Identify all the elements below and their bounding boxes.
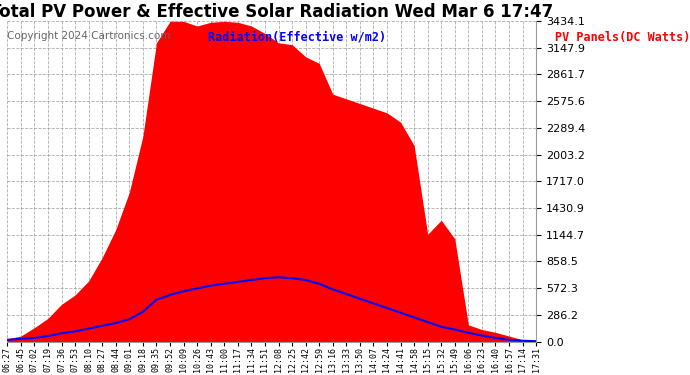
Title: Total PV Power & Effective Solar Radiation Wed Mar 6 17:47: Total PV Power & Effective Solar Radiati… <box>0 3 553 21</box>
Text: PV Panels(DC Watts): PV Panels(DC Watts) <box>555 31 690 44</box>
Text: Copyright 2024 Cartronics.com: Copyright 2024 Cartronics.com <box>8 31 170 40</box>
Text: Radiation(Effective w/m2): Radiation(Effective w/m2) <box>208 31 386 44</box>
